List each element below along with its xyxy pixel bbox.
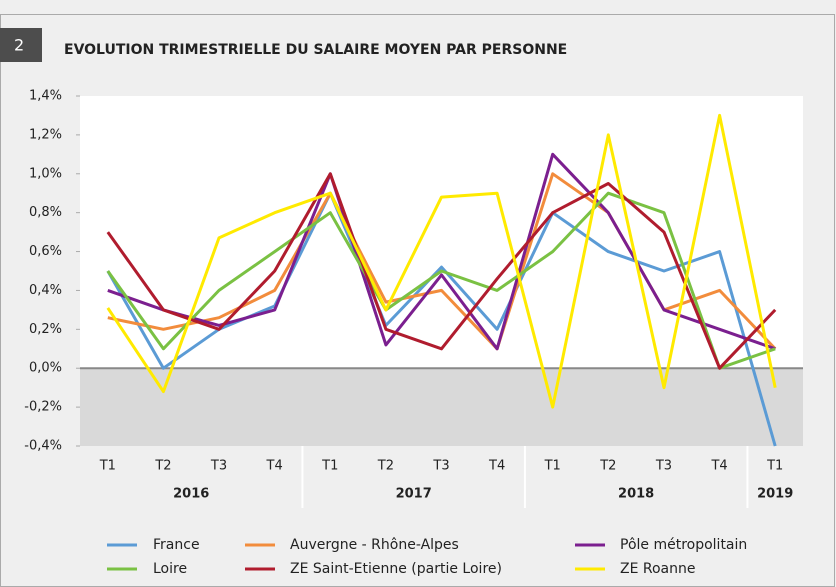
badge: 2 [14,36,24,55]
badge-box [0,28,42,62]
group-label: 2018 [618,487,654,502]
group-label: 2019 [757,487,793,502]
x-tick-label: T2 [599,459,616,474]
x-tick-label: T3 [655,459,672,474]
series-line [106,172,777,370]
x-tick-label: T1 [321,459,338,474]
legend-label: France [153,537,200,553]
y-tick-label: 0,2% [29,322,62,337]
x-tick-label: T3 [210,459,227,474]
y-tick-label: 0,0% [29,361,62,376]
series-line [107,152,776,351]
y-tick-label: -0,2% [24,400,62,415]
y-tick-label: 1,0% [29,166,62,181]
y-tick-label: 0,4% [29,283,62,298]
x-tick-label: T1 [544,459,561,474]
x-tick-label: T4 [710,459,727,474]
series-line [106,113,777,409]
legend-label: ZE Saint-Etienne (partie Loire) [290,561,502,577]
legend-label: Auvergne - Rhône-Alpes [290,537,459,553]
y-tick-label: 1,2% [29,127,62,142]
y-tick-label: -0,4% [24,439,62,454]
legend-label: Loire [153,561,187,577]
group-label: 2016 [173,487,209,502]
y-tick-label: 0,6% [29,244,62,259]
x-tick-label: T2 [154,459,171,474]
series-line [106,191,776,370]
negative-area [80,368,803,446]
legend-label: Pôle métropolitain [620,537,747,553]
x-tick-label: T4 [266,459,283,474]
x-tick-label: T1 [99,459,116,474]
x-tick-label: T3 [432,459,449,474]
group-label: 2017 [396,487,432,502]
legend-label: ZE Roanne [620,561,696,577]
x-tick-label: T4 [488,459,505,474]
y-tick-label: 0,8% [29,205,62,220]
x-tick-label: T2 [377,459,394,474]
chart-title: EVOLUTION TRIMESTRIELLE DU SALAIRE MOYEN… [64,42,567,58]
y-tick-label: 1,4% [29,89,62,104]
x-tick-label: T1 [766,459,783,474]
